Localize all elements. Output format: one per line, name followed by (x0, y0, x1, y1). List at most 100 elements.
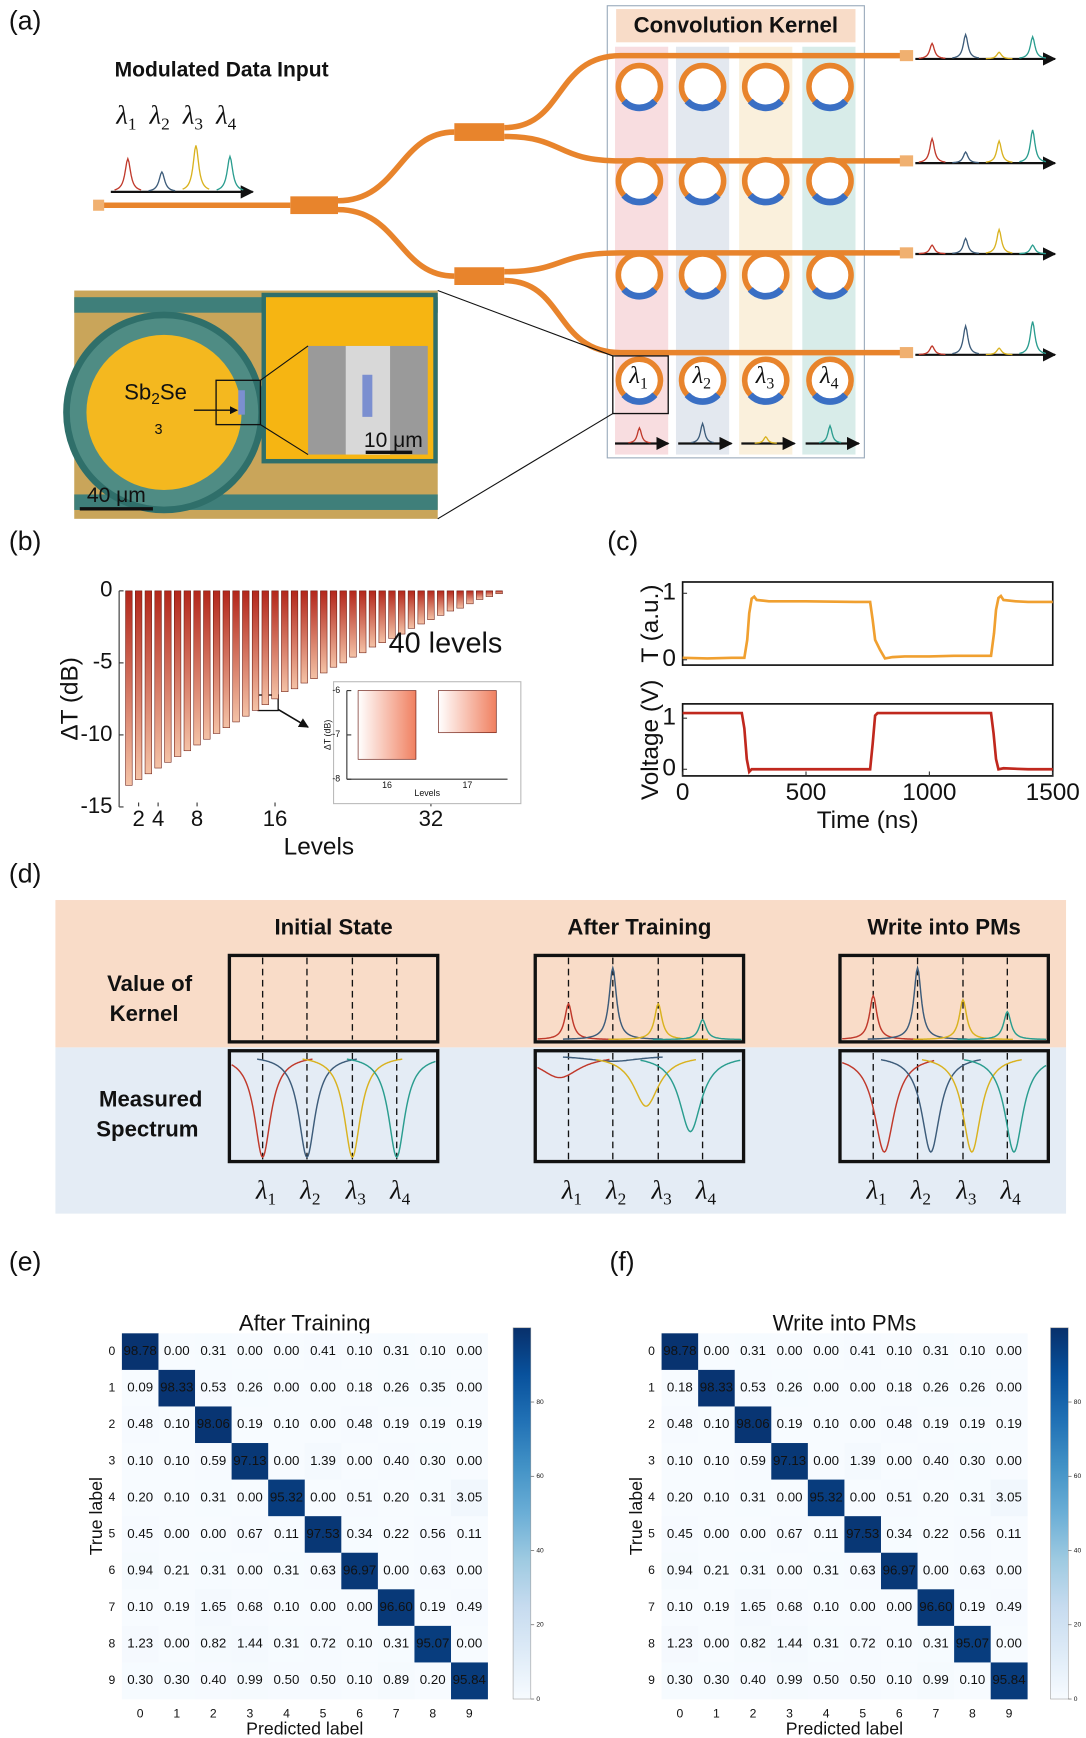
wavelength-index: 3 (194, 115, 203, 134)
cell-label: 0.40 (923, 1453, 949, 1468)
panel-label: (e) (9, 1247, 41, 1277)
cell-label: 0.00 (813, 1343, 839, 1358)
cell-label: 0.10 (420, 1343, 446, 1358)
cell-label: 0.00 (886, 1453, 912, 1468)
y-tick-label: 8 (108, 1636, 115, 1650)
cell-label: 0.40 (740, 1672, 766, 1687)
y-tick-label: 0 (662, 645, 676, 672)
bar (428, 591, 435, 620)
cell-label: 0.11 (814, 1526, 839, 1541)
row-label: Kernel (110, 1001, 179, 1026)
cell-label: 0.11 (457, 1526, 482, 1541)
y-tick-label: 7 (108, 1600, 115, 1614)
y-tick-label: 4 (108, 1490, 115, 1504)
y-axis-label: True label (86, 1477, 106, 1555)
panel-label: (a) (9, 5, 41, 35)
cell-label: 0.31 (274, 1563, 300, 1578)
wavelength-symbol: λ (299, 1175, 312, 1205)
y-axis-label: ΔT (dB) (322, 720, 332, 750)
spectrum-peak (952, 152, 979, 163)
column-header: Write into PMs (867, 915, 1020, 940)
y-tick-label: 0 (662, 755, 676, 782)
cell-label: 0.30 (667, 1672, 693, 1687)
cell-label: 95.32 (810, 1489, 843, 1504)
cell-label: 0.99 (777, 1672, 803, 1687)
bar (350, 591, 357, 657)
wavelength-label: λ4 (215, 100, 237, 134)
cell-label: 97.53 (306, 1526, 339, 1541)
cell-label: 0.00 (777, 1489, 803, 1504)
cell-label: 0.30 (127, 1672, 153, 1687)
cell-label: 0.31 (813, 1563, 839, 1578)
zoom-arrow (278, 709, 308, 727)
cell-label: 0.10 (667, 1453, 693, 1468)
bar (204, 591, 211, 739)
y-tick-label: 0 (648, 1344, 655, 1358)
wavelength-symbol: λ (755, 362, 767, 389)
cell-label: 3.05 (456, 1489, 482, 1504)
x-tick-label: 7 (393, 1707, 400, 1721)
wavelength-index: 1 (640, 375, 648, 392)
cell-label: 0.56 (420, 1526, 446, 1541)
wavelength-index: 1 (268, 1190, 277, 1209)
cell-label: 0.11 (997, 1526, 1022, 1541)
bar (262, 591, 269, 705)
wavelength-symbol: λ (651, 1175, 664, 1205)
cell-label: 0.00 (996, 1636, 1022, 1651)
cell-label: 0.94 (667, 1563, 693, 1578)
bar (476, 591, 483, 600)
cell-label: 0.00 (850, 1599, 876, 1614)
cell-label: 0.50 (274, 1672, 300, 1687)
spectrum-peak (115, 159, 142, 190)
cell-label: 0.30 (959, 1453, 985, 1468)
cell-label: 0.11 (274, 1526, 299, 1541)
wavelength-label: λ3 (182, 100, 203, 134)
panel-label: (f) (609, 1247, 634, 1277)
cell-label: 0.31 (740, 1489, 766, 1504)
cell-label: 0.00 (850, 1380, 876, 1395)
cell-label: 0.10 (127, 1599, 153, 1614)
spectrum-peak (986, 230, 1013, 253)
wavelength-index: 1 (573, 1190, 582, 1209)
cell-label: 0.48 (347, 1416, 373, 1431)
wavelength-symbol: λ (692, 362, 704, 389)
y-tick-label: 9 (648, 1673, 655, 1687)
cell-label: 0.19 (383, 1416, 409, 1431)
x-tick-label: 7 (932, 1707, 939, 1721)
cell-label: 0.00 (703, 1343, 729, 1358)
x-tick-label: 9 (466, 1707, 473, 1721)
y-tick-label: -6 (332, 685, 340, 695)
wavelength-index: 2 (312, 1190, 321, 1209)
spectrum-peak (1019, 37, 1046, 58)
cell-label: 0.31 (200, 1563, 226, 1578)
cell-label: 95.32 (270, 1489, 303, 1504)
cell-label: 0.22 (383, 1526, 409, 1541)
wavelength-index: 2 (703, 375, 711, 392)
input-title: Modulated Data Input (115, 59, 329, 82)
x-axis-label: Levels (284, 833, 354, 860)
cell-label: 0.00 (777, 1563, 803, 1578)
bar (281, 591, 288, 692)
y-tick-label: 3 (648, 1454, 655, 1468)
y-tick-label: 7 (648, 1600, 655, 1614)
cell-label: 1.65 (200, 1599, 226, 1614)
cell-label: 0.45 (667, 1526, 693, 1541)
x-tick-label: 0 (676, 1707, 683, 1721)
bar (486, 591, 493, 597)
grating-coupler (900, 155, 913, 166)
bar (320, 591, 327, 673)
cell-label: 0.30 (420, 1453, 446, 1468)
cell-label: 0.31 (740, 1563, 766, 1578)
cell-label: 0.10 (959, 1672, 985, 1687)
scale-label: 10 μm (364, 429, 423, 452)
row-label: Value of (107, 971, 193, 996)
cell-label: 0.10 (703, 1416, 729, 1431)
cell-label: 0.82 (200, 1636, 226, 1651)
cell-label: 0.26 (383, 1380, 409, 1395)
wavelength-index: 4 (707, 1190, 716, 1209)
colorbar-tick-label: 60 (1074, 1473, 1082, 1480)
x-tick-label: 32 (419, 806, 444, 831)
cell-label: 0.20 (127, 1489, 153, 1504)
figure: (a)(b)(c)(d)(e)(f)Convolution KernelModu… (0, 0, 1086, 1738)
wavelength-index: 4 (402, 1190, 411, 1209)
